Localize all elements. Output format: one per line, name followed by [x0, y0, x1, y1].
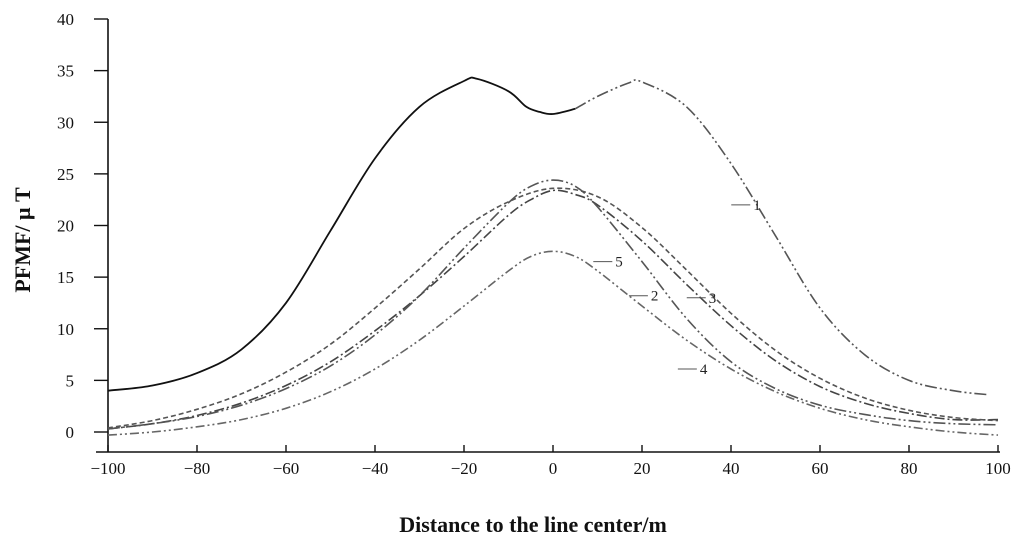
- y-tick-label: 35: [57, 62, 74, 81]
- annotation-layer: 1 2 3 4 5: [593, 198, 760, 378]
- x-tick-label: 100: [985, 459, 1011, 478]
- series-1-line-solid: [108, 78, 575, 391]
- x-tick-label: −60: [273, 459, 300, 478]
- series-layer: [108, 78, 998, 436]
- axes: −100 −80 −60 −40 −20 0 20 40 60 80 100051015202530…: [57, 10, 1011, 478]
- x-tick-label: 20: [634, 459, 651, 478]
- y-tick-label: 15: [57, 268, 74, 287]
- y-axis-title: PFMF/ μ T: [10, 187, 35, 293]
- y-tick-label: 0: [66, 423, 75, 442]
- y-tick-label: 40: [57, 10, 74, 29]
- curve-label-5: 5: [615, 255, 623, 271]
- curve-label-4: 4: [700, 362, 708, 378]
- y-tick-label: 5: [66, 371, 75, 390]
- y-tick-label: 10: [57, 320, 74, 339]
- series-3-line: [108, 188, 998, 428]
- x-tick-label: 0: [549, 459, 558, 478]
- x-tick-label: 60: [812, 459, 829, 478]
- y-tick-label: 25: [57, 165, 74, 184]
- curve-label-2: 2: [651, 289, 659, 305]
- x-tick-label: −100: [90, 459, 125, 478]
- curve-label-1: 1: [753, 198, 761, 214]
- series-5-line: [108, 251, 998, 435]
- x-tick-label: −80: [184, 459, 211, 478]
- y-tick-label: 20: [57, 217, 74, 236]
- curve-label-3: 3: [709, 291, 717, 307]
- x-axis-title: Distance to the line center/m: [399, 512, 667, 537]
- y-tick-label: 30: [57, 113, 74, 132]
- series-4-line: [108, 180, 998, 429]
- x-tick-label: −20: [451, 459, 478, 478]
- x-tick-label: 40: [723, 459, 740, 478]
- x-tick-label: −40: [362, 459, 389, 478]
- x-tick-label: 80: [901, 459, 918, 478]
